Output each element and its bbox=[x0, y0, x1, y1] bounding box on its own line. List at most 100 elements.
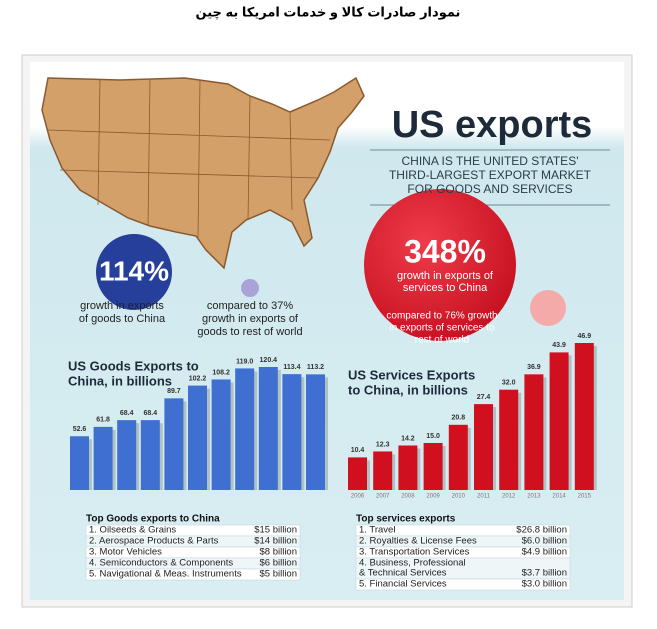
value-label: 27.4 bbox=[477, 394, 491, 401]
row-amount: $8 billion bbox=[260, 547, 298, 558]
row-amount: $4.9 billion bbox=[522, 547, 567, 558]
bar bbox=[188, 385, 207, 490]
x-tick-label: 2008 bbox=[401, 494, 415, 500]
x-tick-label: 2013 bbox=[527, 494, 541, 500]
bar bbox=[93, 426, 113, 490]
chart-title: US Services Exports bbox=[348, 367, 475, 382]
bar bbox=[373, 451, 393, 490]
value-label: 89.7 bbox=[167, 388, 181, 395]
value-label: 120.4 bbox=[260, 357, 278, 364]
value-label: 36.9 bbox=[527, 364, 541, 371]
goods-compare: growth in exports of bbox=[202, 313, 299, 325]
row-label: 5. Financial Services bbox=[359, 579, 447, 590]
subtitle: THIRD-LARGEST EXPORT MARKET bbox=[389, 168, 592, 182]
bar bbox=[258, 367, 278, 490]
value-label: 61.8 bbox=[96, 417, 110, 424]
row-label: 4. Semiconductors & Components bbox=[89, 558, 233, 569]
x-tick-label: 2007 bbox=[376, 494, 390, 500]
value-label: 32.0 bbox=[502, 380, 516, 387]
value-label: 113.4 bbox=[283, 364, 300, 371]
value-label: 52.6 bbox=[73, 426, 87, 433]
row-amount: $3.7 billion bbox=[522, 568, 567, 579]
row-label: 3. Transportation Services bbox=[359, 547, 470, 558]
x-tick-label: 2006 bbox=[351, 494, 365, 500]
goods-stat: 114% bbox=[99, 255, 169, 286]
chart-title: to China, in billions bbox=[348, 382, 468, 397]
value-label: 14.2 bbox=[401, 435, 415, 442]
goods-caption: growth in exports bbox=[80, 300, 164, 312]
infographic-title: US exports bbox=[392, 104, 593, 146]
bar bbox=[117, 420, 137, 490]
services-compare-circle bbox=[530, 290, 566, 326]
services-caption: services to China bbox=[403, 282, 488, 294]
goods-circle bbox=[96, 234, 172, 310]
x-tick-label: 2009 bbox=[426, 494, 440, 500]
us-map bbox=[41, 76, 365, 270]
page-title: نمودار صادرات کالا و خدمات امریکا به چین bbox=[196, 4, 461, 19]
bar bbox=[235, 368, 255, 490]
goods-compare: goods to rest of world bbox=[197, 326, 302, 338]
services-compare: compared to 76% growth bbox=[386, 311, 497, 322]
bar bbox=[70, 436, 89, 490]
table-title: Top Goods exports to China bbox=[86, 514, 220, 525]
state-lines bbox=[47, 79, 331, 239]
goods-compare: compared to 37% bbox=[207, 300, 293, 312]
x-tick-label: 2014 bbox=[552, 494, 566, 500]
x-tick-label: 2012 bbox=[502, 494, 516, 500]
value-label: 102.2 bbox=[189, 375, 207, 382]
row-amount: $3.0 billion bbox=[522, 579, 567, 590]
row-label: 1. Oilseeds & Grains bbox=[89, 525, 176, 536]
value-label: 10.4 bbox=[351, 447, 365, 454]
bar bbox=[524, 374, 544, 490]
row-amount: $14 billion bbox=[254, 536, 297, 547]
row-label: 2. Aerospace Products & Parts bbox=[89, 536, 219, 547]
bar bbox=[348, 457, 367, 490]
bar bbox=[282, 374, 302, 490]
x-tick-label: 2011 bbox=[477, 494, 491, 500]
row-label: 4. Business, Professional bbox=[359, 558, 466, 569]
value-label: 108.2 bbox=[212, 369, 230, 376]
table-row bbox=[355, 578, 571, 591]
value-label: 15.0 bbox=[426, 433, 440, 440]
bar bbox=[499, 389, 519, 490]
goods-caption: of goods to China bbox=[79, 313, 166, 325]
row-label: 3. Motor Vehicles bbox=[89, 547, 162, 558]
table-title: Top services exports bbox=[356, 514, 456, 525]
x-tick-label: 2015 bbox=[578, 494, 592, 500]
value-label: 46.9 bbox=[577, 333, 591, 340]
value-label: 113.2 bbox=[307, 364, 324, 371]
goods-compare-circle bbox=[241, 279, 259, 297]
bar bbox=[423, 442, 443, 490]
row-label: & Technical Services bbox=[359, 568, 447, 579]
bar bbox=[474, 404, 493, 490]
bar bbox=[398, 445, 418, 490]
table-row bbox=[85, 568, 301, 581]
row-amount: $6 billion bbox=[260, 558, 298, 569]
row-label: 2. Royalties & License Fees bbox=[359, 536, 477, 547]
bar bbox=[306, 374, 325, 490]
bar bbox=[549, 352, 569, 490]
chart-title: China, in billions bbox=[68, 373, 172, 388]
row-label: 5. Navigational & Meas. Instruments bbox=[89, 569, 242, 580]
value-label: 68.4 bbox=[120, 410, 134, 417]
row-amount: $5 billion bbox=[260, 569, 298, 580]
subtitle: CHINA IS THE UNITED STATES' bbox=[402, 154, 579, 168]
services-circle bbox=[364, 189, 516, 341]
value-label: 43.9 bbox=[552, 342, 566, 349]
row-amount: $15 billion bbox=[254, 525, 297, 536]
bar bbox=[140, 420, 160, 490]
bar bbox=[448, 424, 468, 490]
services-compare: in exports of services to bbox=[389, 323, 494, 334]
row-amount: $6.0 billion bbox=[522, 536, 567, 547]
value-label: 68.4 bbox=[143, 410, 157, 417]
chart-title: US Goods Exports to bbox=[68, 358, 199, 373]
x-tick-label: 2010 bbox=[452, 494, 466, 500]
row-amount: $26.8 billion bbox=[516, 525, 567, 536]
bar bbox=[164, 398, 184, 490]
bar bbox=[574, 343, 594, 490]
services-caption: growth in exports of bbox=[397, 270, 494, 282]
subtitle: FOR GOODS AND SERVICES bbox=[407, 182, 572, 196]
row-label: 1. Travel bbox=[359, 525, 395, 536]
services-stat: 348% bbox=[404, 233, 486, 269]
